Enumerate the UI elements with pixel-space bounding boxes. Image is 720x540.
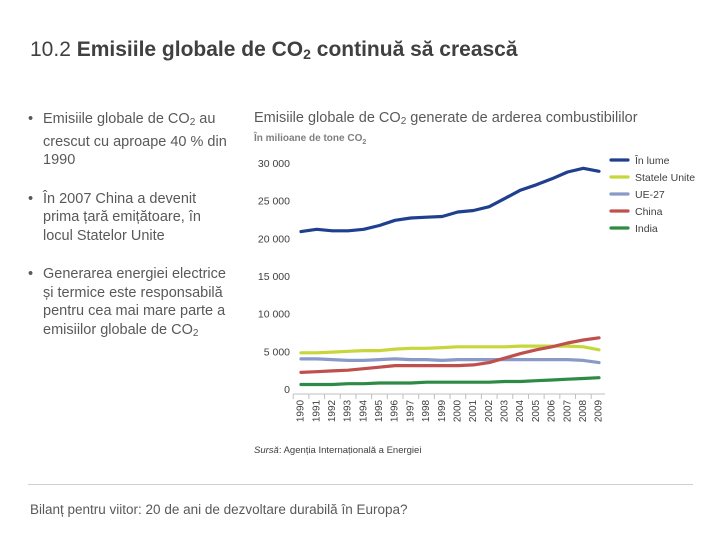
legend-label: UE-27 xyxy=(635,189,665,201)
x-tick-label: 1997 xyxy=(405,399,416,422)
bullet-text: Emisiile globale de CO xyxy=(43,111,190,127)
x-tick-label: 1995 xyxy=(374,399,385,422)
y-tick-label: 20 000 xyxy=(258,233,290,245)
chart-unit-label: În milioane de tone CO2 xyxy=(254,133,366,146)
bullet-subscript: 2 xyxy=(192,327,199,339)
chart-unit-subscript: 2 xyxy=(362,139,367,146)
bullet-text: Generarea energiei electrice și termice … xyxy=(43,266,226,338)
series-line-în-lume xyxy=(299,166,601,234)
x-tick-label: 1992 xyxy=(327,399,338,422)
legend-label: China xyxy=(635,206,663,218)
x-tick-label: 1998 xyxy=(421,399,432,422)
x-tick-label: 2005 xyxy=(531,399,542,422)
slide-title: 10.2 Emisiile globale de CO2 continuă să… xyxy=(30,38,518,62)
chart-title: Emisiile globale de CO2 generate de arde… xyxy=(254,110,638,127)
x-tick-label: 2006 xyxy=(547,399,558,422)
footer-divider xyxy=(28,484,693,485)
x-tick-label: 2008 xyxy=(578,399,589,422)
x-tick-label: 1990 xyxy=(296,399,307,422)
bullet-item: • Emisiile globale de CO2 au crescut cu a… xyxy=(28,111,227,168)
slide-title-end: continuă să crească xyxy=(316,38,518,61)
bullet-list: • Emisiile globale de CO2 au crescut cu a… xyxy=(28,110,228,363)
bullet-item: • În 2007 China a devenit prima țară emiț… xyxy=(28,190,201,244)
chart-source: Sursă: Agenția Internațională a Energiei xyxy=(254,445,421,456)
slide-title-main: Emisiile globale de CO xyxy=(76,38,304,61)
slide-title-number: 10.2 xyxy=(30,38,71,61)
bullet-text-end: au crescut cu aproape 40 % din 1990 xyxy=(43,111,227,168)
legend-label: Statele Unite xyxy=(635,172,695,184)
x-tick-label: 2000 xyxy=(452,399,463,422)
y-tick-label: 10 000 xyxy=(258,309,290,321)
y-tick-label: 30 000 xyxy=(258,158,290,170)
chart-unit-text: În milioane de tone CO xyxy=(254,133,363,144)
series-line-ue-27 xyxy=(299,357,601,365)
y-tick-label: 15 000 xyxy=(258,271,290,283)
source-label: Sursă xyxy=(254,445,279,456)
bullet-item: • Generarea energiei electrice și termice… xyxy=(28,266,226,339)
x-tick-label: 1999 xyxy=(437,399,448,422)
chart-title-subscript: 2 xyxy=(400,116,407,127)
chart-title-text-end: generate de arderea combustibililor xyxy=(406,110,638,126)
y-tick-label: 5 000 xyxy=(264,346,290,358)
x-tick-label: 2001 xyxy=(468,399,479,422)
x-tick-label: 2003 xyxy=(500,399,511,422)
chart-title-text: Emisiile globale de CO xyxy=(254,110,401,126)
legend-label: India xyxy=(635,223,658,235)
x-tick-label: 1993 xyxy=(343,399,354,422)
bullet-subscript: 2 xyxy=(189,117,196,128)
x-tick-label: 2007 xyxy=(562,399,573,422)
y-tick-label: 25 000 xyxy=(258,196,290,208)
bullet-text: În 2007 China a devenit prima țară emiță… xyxy=(43,190,201,244)
x-tick-label: 1996 xyxy=(390,399,401,422)
slide-title-subscript: 2 xyxy=(303,46,311,62)
legend-label: În lume xyxy=(634,154,670,167)
x-tick-label: 1994 xyxy=(358,399,369,422)
footer-text: Bilanț pentru viitor: 20 de ani de dezvo… xyxy=(30,502,408,517)
x-tick-label: 2009 xyxy=(594,399,605,422)
source-text: : Agenția Internațională a Energiei xyxy=(278,445,422,456)
y-tick-label: 0 xyxy=(284,384,290,396)
x-tick-label: 1991 xyxy=(311,399,322,422)
series-line-china xyxy=(299,336,601,374)
x-tick-label: 2004 xyxy=(515,399,526,422)
x-tick-label: 2002 xyxy=(484,399,495,422)
series-line-india xyxy=(299,376,601,387)
